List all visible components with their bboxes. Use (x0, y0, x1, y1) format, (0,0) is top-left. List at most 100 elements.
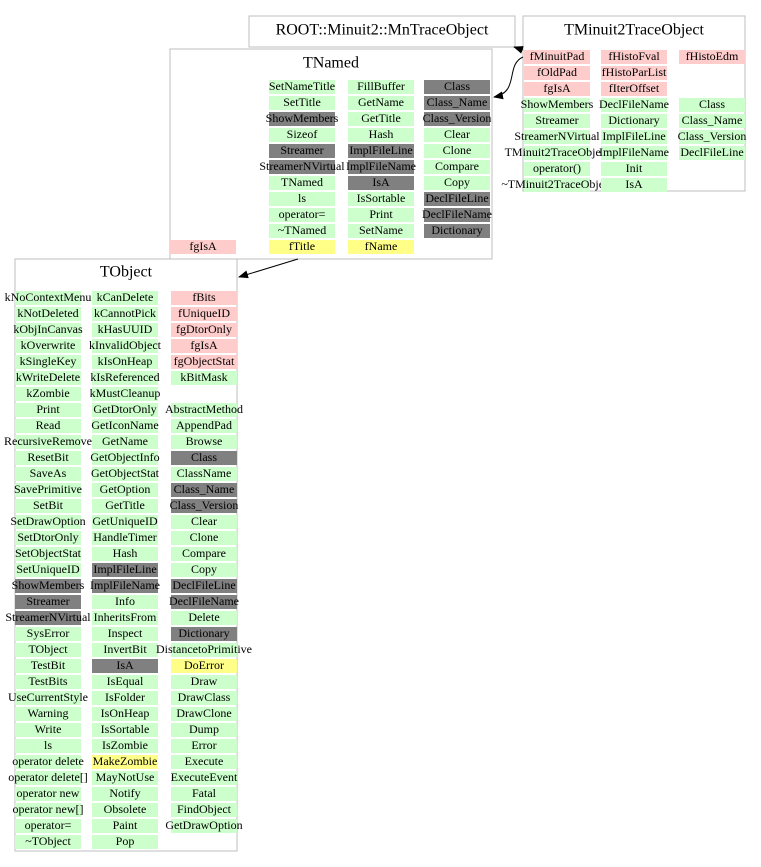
member-label: ImplFileName (90, 578, 160, 592)
member-label: fTitle (289, 239, 315, 253)
member-cell (92, 323, 158, 337)
member-label: DeclFileLine (680, 145, 743, 159)
member-cell (348, 96, 414, 110)
member-cell (524, 146, 590, 160)
member-label: kIsOnHeap (98, 354, 153, 368)
member-cell (15, 483, 81, 497)
member-cell (171, 547, 237, 561)
member-label: fgObjectStat (174, 354, 235, 368)
member-cell (15, 499, 81, 513)
member-label: Write (35, 722, 62, 736)
member-label: Class_Version (170, 498, 239, 512)
member-cell (424, 80, 490, 94)
member-label: fHistoParList (602, 65, 667, 79)
member-label: GetTitle (105, 498, 145, 512)
member-label: kSingleKey (20, 354, 77, 368)
member-cell (92, 707, 158, 721)
member-cell (171, 371, 237, 385)
member-label: fOldPad (537, 65, 577, 79)
member-label: SetDrawOption (10, 514, 85, 528)
member-label: ShowMembers (266, 111, 339, 125)
member-label: Dictionary (608, 113, 659, 127)
member-label: Clear (191, 514, 217, 528)
member-label: SetDtorOnly (17, 530, 78, 544)
member-cell (92, 803, 158, 817)
member-label: Dump (189, 722, 219, 736)
member-cell (524, 114, 590, 128)
member-label: GetName (102, 434, 148, 448)
member-label: DrawClone (176, 706, 231, 720)
member-label: DrawClass (178, 690, 231, 704)
member-cell (601, 178, 667, 192)
member-label: Notify (109, 786, 140, 800)
member-label: DistancetoPrimitive (156, 642, 252, 656)
member-label: Inspect (108, 626, 143, 640)
member-cell (424, 192, 490, 206)
member-cell (348, 128, 414, 142)
member-cell (92, 755, 158, 769)
member-cell (15, 659, 81, 673)
member-cell (92, 739, 158, 753)
member-label: fUniqueID (178, 306, 230, 320)
member-label: Class_Name (682, 113, 743, 127)
member-cell (92, 627, 158, 641)
member-cell (92, 483, 158, 497)
member-label: UseCurrentStyle (8, 690, 88, 704)
member-label: GetIconName (91, 418, 158, 432)
member-cell (171, 643, 237, 657)
member-cell (15, 307, 81, 321)
member-cell (15, 563, 81, 577)
member-cell (171, 819, 237, 833)
member-cell (524, 162, 590, 176)
member-cell (92, 515, 158, 529)
member-label: IsA (372, 175, 390, 189)
member-label: SavePrimitive (14, 482, 82, 496)
member-cell (92, 419, 158, 433)
member-cell (269, 176, 335, 190)
member-label: Clear (444, 127, 470, 141)
member-cell (15, 739, 81, 753)
member-label: TestBit (31, 658, 66, 672)
member-label: kHasUUID (98, 322, 153, 336)
member-cell (92, 531, 158, 545)
member-label: kWriteDelete (16, 370, 80, 384)
member-label: Streamer (535, 113, 578, 127)
member-cell (171, 515, 237, 529)
member-cell (601, 130, 667, 144)
inheritance-arrow (493, 56, 524, 100)
member-label: Info (115, 594, 135, 608)
member-cell (92, 499, 158, 513)
member-cell (15, 787, 81, 801)
member-label: IsSortable (357, 191, 406, 205)
member-cell (171, 723, 237, 737)
member-label: ls (298, 191, 306, 205)
member-label: SetNameTitle (269, 79, 335, 93)
member-label: Sizeof (287, 127, 318, 141)
member-label: GetOption (100, 482, 151, 496)
member-label: Init (626, 161, 643, 175)
member-label: kZombie (26, 386, 69, 400)
member-label: AppendPad (176, 418, 232, 432)
cells: fMinuitPad fOldPad fgIsA ShowMembers Streame… (4, 49, 746, 849)
member-label: ResetBit (27, 450, 69, 464)
member-label: AbstractMethod (165, 402, 243, 416)
member-cell (15, 611, 81, 625)
class-title: ROOT::Minuit2::MnTraceObject (276, 22, 489, 39)
member-label: Compare (435, 159, 479, 173)
member-label: fIterOffset (609, 81, 660, 95)
member-cell (15, 387, 81, 401)
member-cell (15, 515, 81, 529)
member-cell (92, 435, 158, 449)
member-cell (269, 112, 335, 126)
member-label: operator delete[] (8, 770, 88, 784)
member-cell (171, 499, 237, 513)
member-cell (92, 659, 158, 673)
member-cell (15, 707, 81, 721)
member-cell (269, 144, 335, 158)
member-cell (348, 112, 414, 126)
class-title: TMinuit2TraceObject (564, 22, 704, 39)
member-label: kCannotPick (94, 306, 156, 320)
member-cell (524, 178, 590, 192)
member-cell (15, 835, 81, 849)
member-cell (92, 723, 158, 737)
